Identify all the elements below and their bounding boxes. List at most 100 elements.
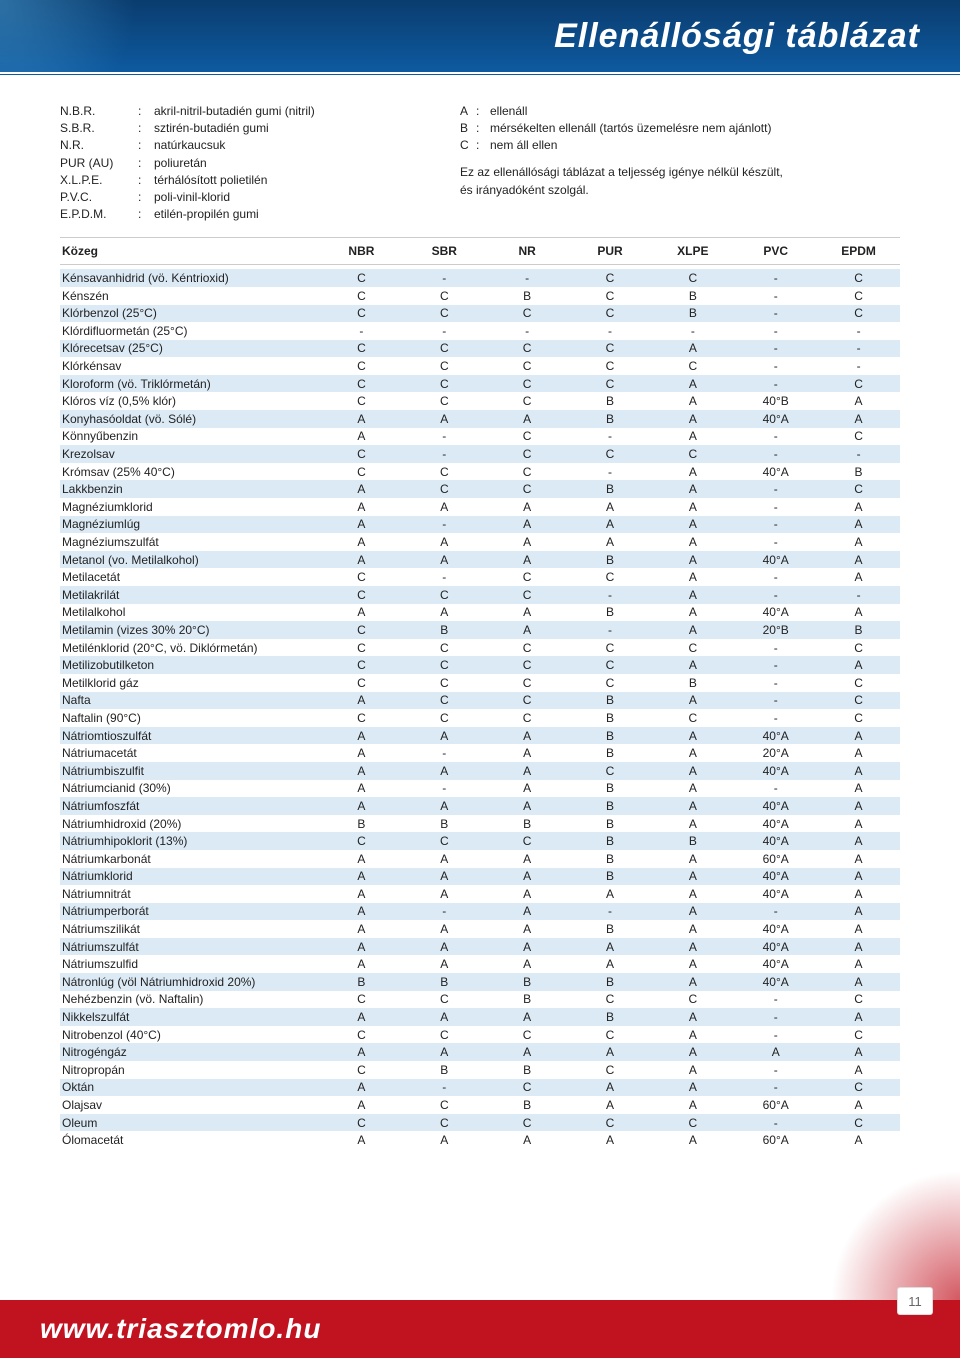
table-row: KlórkénsavCCCCC-- [60, 357, 900, 375]
resistance-value: B [486, 817, 569, 831]
resistance-value: B [403, 975, 486, 989]
resistance-value: A [651, 517, 734, 531]
resistance-value: A [817, 922, 900, 936]
resistance-value: C [403, 1116, 486, 1130]
resistance-value: A [403, 799, 486, 813]
resistance-value: - [486, 271, 569, 285]
resistance-value: C [817, 377, 900, 391]
resistance-value: - [734, 306, 817, 320]
resistance-value: A [734, 1045, 817, 1059]
col-header: PVC [734, 244, 817, 258]
resistance-value: 40°A [734, 412, 817, 426]
resistance-value: A [320, 412, 403, 426]
resistance-value: C [817, 482, 900, 496]
table-row: Metilénklorid (20°C, vö. Diklórmetán)CCC… [60, 639, 900, 657]
resistance-value: C [569, 1063, 652, 1077]
medium-name: Kénszén [60, 289, 320, 303]
table-row: MetilalkoholAAABA40°AA [60, 604, 900, 622]
table-row: Metilklorid gázCCCCB-C [60, 674, 900, 692]
resistance-value: C [486, 1116, 569, 1130]
resistance-value: A [651, 341, 734, 355]
resistance-value: C [403, 465, 486, 479]
resistance-value: C [320, 341, 403, 355]
resistance-value: - [734, 500, 817, 514]
medium-name: Nátriumszulfát [60, 940, 320, 954]
resistance-value: 60°A [734, 852, 817, 866]
resistance-value: A [817, 412, 900, 426]
resistance-value: A [486, 500, 569, 514]
abbrev-row: X.L.P.E.:térhálósított polietilén [60, 172, 420, 188]
medium-name: Nitropropán [60, 1063, 320, 1077]
resistance-value: A [320, 957, 403, 971]
table-row: MagnéziumszulfátAAAAA-A [60, 533, 900, 551]
resistance-value: A [569, 1098, 652, 1112]
resistance-value: C [320, 1028, 403, 1042]
table-row: Kloroform (vö. Triklórmetán)CCCCA-C [60, 375, 900, 393]
medium-name: Nafta [60, 693, 320, 707]
resistance-value: 40°A [734, 957, 817, 971]
resistance-value: C [817, 1080, 900, 1094]
resistance-value: A [651, 1010, 734, 1024]
resistance-value: A [817, 852, 900, 866]
resistance-value: C [817, 271, 900, 285]
resistance-value: - [817, 359, 900, 373]
resistance-value: C [320, 834, 403, 848]
abbrev-key: S.B.R. [60, 120, 138, 136]
resistance-value: A [817, 729, 900, 743]
resistance-value: A [651, 1133, 734, 1147]
resistance-value: C [403, 711, 486, 725]
resistance-value: A [817, 1098, 900, 1112]
medium-name: Könnyűbenzin [60, 429, 320, 443]
resistance-value: A [403, 764, 486, 778]
table-row: OleumCCCCC-C [60, 1114, 900, 1132]
resistance-value: C [320, 623, 403, 637]
rating-colon: : [476, 103, 490, 119]
resistance-value: 40°A [734, 799, 817, 813]
resistance-value: C [486, 1028, 569, 1042]
resistance-value: A [486, 553, 569, 567]
table-row: KénszénCCBCB-C [60, 287, 900, 305]
resistance-value: C [569, 306, 652, 320]
abbrev-key: E.P.D.M. [60, 206, 138, 222]
table-row: MetilacetátC-CCA-A [60, 568, 900, 586]
rating-column: A:ellenállB:mérsékelten ellenáll (tartós… [460, 103, 900, 223]
resistance-value: B [651, 676, 734, 690]
resistance-value: A [817, 781, 900, 795]
resistance-value: 40°B [734, 394, 817, 408]
resistance-value: A [320, 553, 403, 567]
resistance-value: - [734, 429, 817, 443]
resistance-value: - [403, 271, 486, 285]
resistance-value: A [403, 500, 486, 514]
resistance-value: A [320, 781, 403, 795]
resistance-value: - [734, 271, 817, 285]
resistance-value: A [651, 394, 734, 408]
resistance-value: - [486, 324, 569, 338]
resistance-value: B [486, 975, 569, 989]
medium-name: Klórdifluormetán (25°C) [60, 324, 320, 338]
resistance-value: A [569, 1133, 652, 1147]
resistance-value: C [569, 570, 652, 584]
resistance-value: - [817, 588, 900, 602]
resistance-value: A [486, 940, 569, 954]
resistance-value: B [569, 553, 652, 567]
abbrev-val: natúrkaucsuk [154, 137, 420, 153]
resistance-value: A [403, 1010, 486, 1024]
table-row: NaftaACCBA-C [60, 692, 900, 710]
resistance-value: - [734, 658, 817, 672]
medium-name: Ólomacetát [60, 1133, 320, 1147]
medium-name: Konyhasóoldat (vö. Sólé) [60, 412, 320, 426]
resistance-value: C [817, 1028, 900, 1042]
resistance-value: A [486, 517, 569, 531]
resistance-value: - [734, 781, 817, 795]
resistance-value: C [486, 341, 569, 355]
rating-row: C:nem áll ellen [460, 137, 900, 153]
resistance-value: B [817, 465, 900, 479]
resistance-value: A [320, 729, 403, 743]
medium-name: Klórbenzol (25°C) [60, 306, 320, 320]
resistance-value: A [817, 570, 900, 584]
medium-name: Olajsav [60, 1098, 320, 1112]
resistance-value: C [486, 447, 569, 461]
resistance-value: A [651, 482, 734, 496]
resistance-value: - [651, 324, 734, 338]
resistance-value: C [569, 658, 652, 672]
